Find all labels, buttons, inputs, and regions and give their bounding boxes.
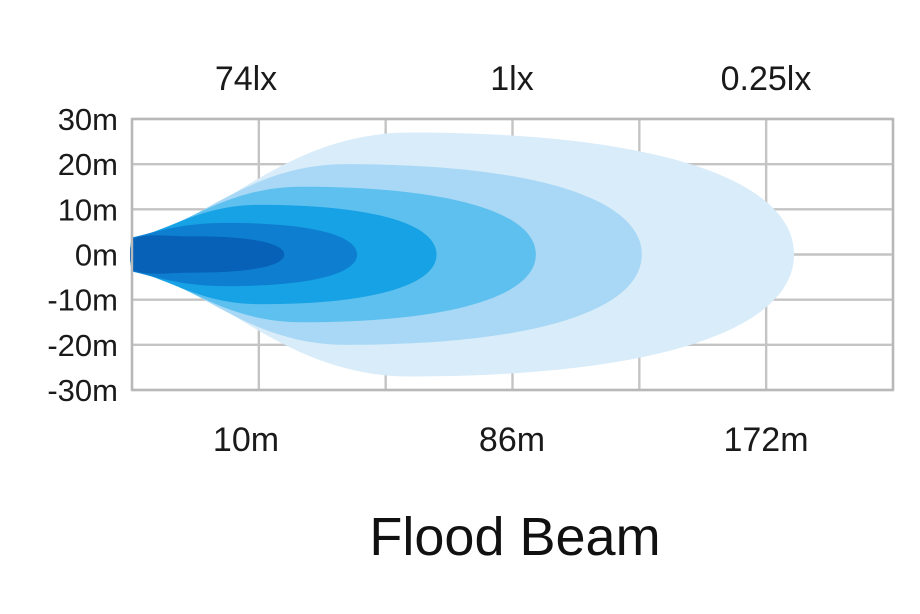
y-tick-label: 20m — [58, 147, 118, 182]
x-tick-label: 10m — [213, 421, 279, 459]
lux-labels: 74lx 1lx 0.25lx — [215, 60, 812, 98]
y-tick-label: -10m — [47, 283, 118, 318]
x-tick-label: 86m — [479, 421, 545, 459]
y-tick-label: -20m — [47, 328, 118, 363]
lux-label: 74lx — [215, 60, 277, 98]
y-axis-ticks: 30m 20m 10m 0m -10m -20m -30m — [47, 102, 118, 408]
lux-label: 0.25lx — [721, 60, 812, 98]
plot-border — [130, 117, 895, 392]
x-tick-label: 172m — [723, 421, 808, 459]
y-tick-label: 10m — [58, 192, 118, 227]
x-axis-ticks: 10m 86m 172m — [213, 421, 809, 459]
lux-label: 1lx — [490, 60, 533, 98]
chart-title: Flood Beam — [369, 507, 660, 567]
beam-patterns — [130, 132, 795, 377]
beam-zone-5 — [130, 235, 285, 274]
y-tick-label: 30m — [58, 102, 118, 137]
chart-frame — [130, 117, 895, 392]
y-tick-label: 0m — [75, 238, 118, 273]
y-tick-label: -30m — [47, 373, 118, 408]
